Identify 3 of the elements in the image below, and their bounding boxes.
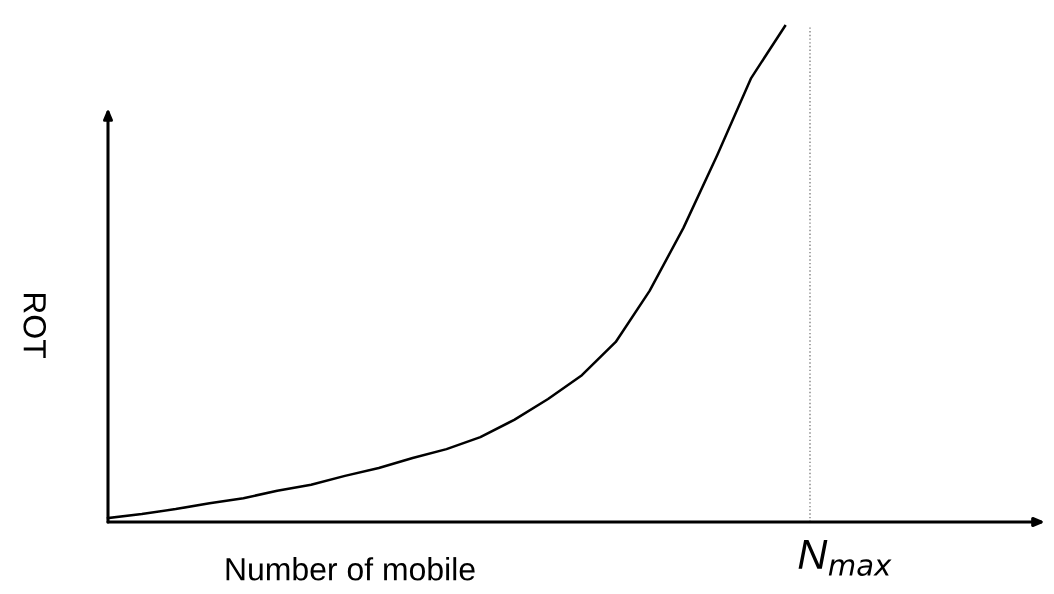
text: N$_{max}$: [798, 540, 892, 576]
x-axis-title: Number of mobile: [226, 557, 475, 581]
y-axis-title: ROT: [23, 293, 47, 358]
